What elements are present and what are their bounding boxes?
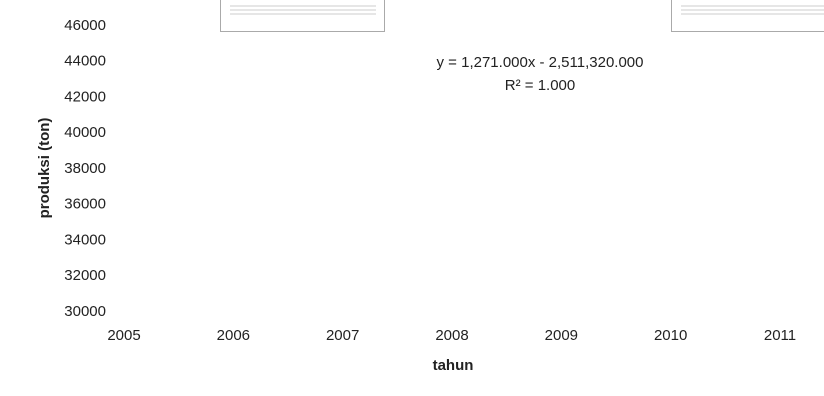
y-tick-label: 38000 <box>64 160 106 177</box>
x-tick-label: 2010 <box>654 327 687 344</box>
y-tick-label: 36000 <box>64 196 106 213</box>
trendline-equation: y = 1,271.000x - 2,511,320.000 <box>437 54 644 71</box>
y-tick-label: 32000 <box>64 267 106 284</box>
y-tick-label: 44000 <box>64 53 106 70</box>
y-tick-label: 40000 <box>64 124 106 141</box>
x-tick-label: 2005 <box>107 327 140 344</box>
x-tick-label: 2009 <box>545 327 578 344</box>
x-tick-label: 2011 <box>764 327 796 344</box>
x-axis-label: tahun <box>433 357 474 374</box>
x-tick-label: 2007 <box>326 327 359 344</box>
y-tick-label: 34000 <box>64 231 106 248</box>
y-tick-label: 42000 <box>64 88 106 105</box>
y-tick-label: 30000 <box>64 303 106 320</box>
x-tick-label: 2008 <box>435 327 468 344</box>
r-squared: R² = 1.000 <box>505 77 575 94</box>
y-tick-label: 46000 <box>64 17 106 34</box>
embedded-box <box>671 0 824 32</box>
embedded-box <box>220 0 385 32</box>
x-tick-label: 2006 <box>217 327 250 344</box>
y-axis-label: produksi (ton) <box>36 118 53 219</box>
